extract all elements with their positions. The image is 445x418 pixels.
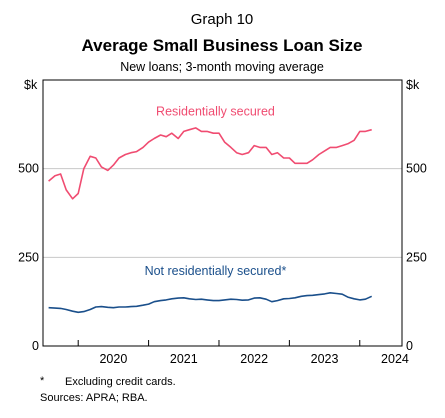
footnote-marker: * [40, 375, 45, 387]
series-label: Residentially secured [156, 104, 275, 118]
x-tick-label: 2021 [170, 352, 198, 366]
series-lines [48, 127, 373, 314]
y-tick-label-left: 250 [18, 250, 39, 264]
chart-title: Average Small Business Loan Size [82, 36, 363, 55]
graph-label: Graph 10 [191, 11, 254, 28]
series-line-residentially-secured [48, 127, 372, 200]
x-axis-ticks: 2020 2021 2022 2023 2024 [77, 340, 409, 366]
y-tick-label-right: 0 [406, 339, 413, 353]
y-unit-left: $k [24, 78, 38, 92]
x-tick-label: 2023 [311, 352, 339, 366]
series-label: Not residentially secured* [145, 264, 287, 278]
y-tick-label-right: 500 [406, 162, 427, 176]
y-tick-labels: 0 0 250 250 500 500 [18, 162, 427, 353]
series-line-not-residentially-secured [48, 292, 373, 314]
series-annotations: Residentially secured Not residentially s… [145, 104, 287, 278]
footnote-text: Excluding credit cards. [65, 376, 176, 388]
y-unit-right: $k [406, 78, 420, 92]
y-tick-label-left: 500 [18, 162, 39, 176]
x-tick-label: 2024 [381, 352, 409, 366]
x-tick-label: 2020 [99, 352, 127, 366]
gridlines [43, 168, 402, 258]
sources-text: Sources: APRA; RBA. [40, 392, 148, 404]
chart-subtitle: New loans; 3-month moving average [120, 60, 324, 74]
y-tick-label-right: 250 [406, 250, 427, 264]
x-tick-label: 2022 [240, 352, 268, 366]
y-tick-label-left: 0 [32, 339, 39, 353]
plot-frame [42, 79, 403, 347]
